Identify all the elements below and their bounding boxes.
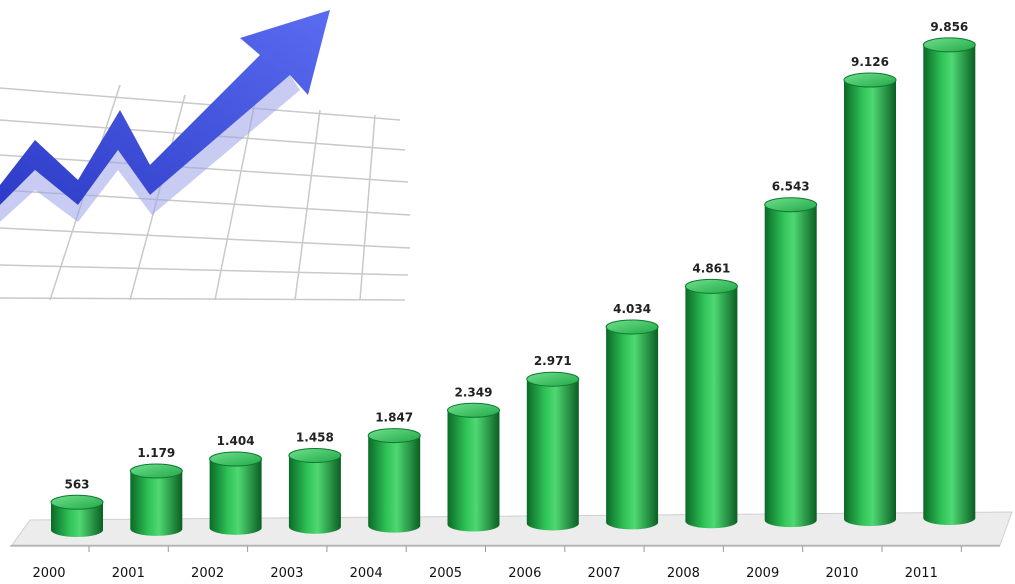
bars-group	[50, 37, 976, 537]
x-tick-label: 2011	[905, 566, 938, 581]
value-label: 6.543	[772, 180, 810, 194]
value-label: 563	[64, 477, 89, 491]
x-tick-label: 2009	[746, 566, 779, 581]
bar-2003	[288, 447, 342, 534]
x-tick-labels-group: 2000 2001 2002 2003 2004 2005 2006 2007 2008 2009…	[32, 546, 962, 581]
value-label: 9.856	[930, 20, 968, 34]
bar-2004	[367, 428, 421, 533]
chart-floor	[11, 511, 1013, 546]
x-tick-label: 2008	[667, 566, 700, 581]
value-label: 9.126	[851, 55, 889, 69]
x-tick-label: 2007	[588, 566, 621, 581]
x-tick-label: 2002	[191, 566, 224, 581]
bar-2000	[50, 494, 104, 537]
value-label: 1.404	[217, 434, 255, 448]
value-label: 1.458	[296, 430, 334, 444]
value-labels-group: 563 1.179 1.404 1.458 1.847 2.349 2.971 4.034 4.…	[64, 20, 968, 491]
bar-2007	[605, 319, 659, 530]
bar-2009	[764, 197, 818, 528]
value-label: 2.971	[534, 354, 572, 368]
value-label: 4.861	[692, 261, 730, 275]
value-label: 4.034	[613, 302, 651, 316]
x-tick-label: 2006	[508, 566, 541, 581]
value-label: 2.349	[455, 385, 493, 399]
value-label: 1.179	[137, 446, 175, 460]
x-tick-label: 2001	[112, 566, 145, 581]
rising-arrow-over-grid-icon	[0, 10, 411, 301]
x-tick-label: 2000	[32, 566, 65, 581]
bar-2002	[209, 451, 263, 535]
x-tick-label: 2003	[270, 566, 303, 581]
bar-2011	[922, 37, 976, 526]
x-tick-label: 2005	[429, 566, 462, 581]
x-tick-label: 2010	[825, 566, 858, 581]
bar-2005	[447, 402, 500, 532]
value-label: 1.847	[375, 411, 413, 425]
bar-2006	[526, 371, 580, 531]
bar-2008	[684, 278, 738, 529]
bar-2010	[843, 72, 897, 527]
bar-2001	[129, 463, 183, 536]
x-tick-label: 2004	[350, 566, 383, 581]
